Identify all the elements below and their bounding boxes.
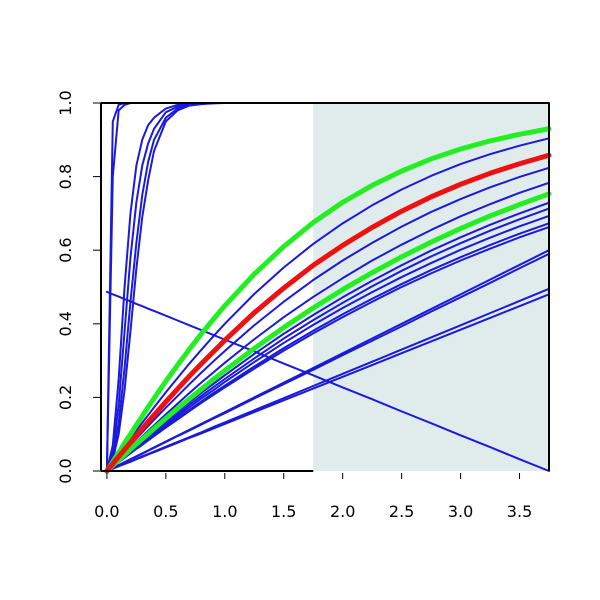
x-tick-label: 2.0 bbox=[330, 502, 355, 521]
series-line-blue-22 bbox=[105, 290, 550, 472]
y-tick-label: 0.8 bbox=[56, 164, 75, 189]
x-tick-label: 1.0 bbox=[212, 502, 237, 521]
x-tick-label: 1.5 bbox=[271, 502, 296, 521]
y-tick-label: 1.0 bbox=[56, 90, 75, 115]
series-line-green-23 bbox=[104, 126, 552, 474]
y-tick-label: 0.4 bbox=[56, 311, 75, 336]
x-tick-label: 2.5 bbox=[389, 502, 414, 521]
x-tick-label: 3.0 bbox=[448, 502, 473, 521]
series-line-blue-19 bbox=[105, 252, 550, 472]
y-tick-label: 0.2 bbox=[56, 385, 75, 410]
series-line-green-24 bbox=[104, 191, 552, 474]
series-line-blue-17 bbox=[105, 226, 550, 472]
series-line-blue-21 bbox=[105, 293, 550, 472]
y-tick-label: 0.0 bbox=[56, 458, 75, 483]
series-line-red-25 bbox=[104, 152, 552, 474]
x-tick-label: 0.5 bbox=[153, 502, 178, 521]
y-tick-label: 0.6 bbox=[56, 237, 75, 262]
series-line-blue-8 bbox=[105, 137, 550, 472]
x-tick-label: 0.0 bbox=[94, 502, 119, 521]
x-tick-label: 3.5 bbox=[507, 502, 532, 521]
